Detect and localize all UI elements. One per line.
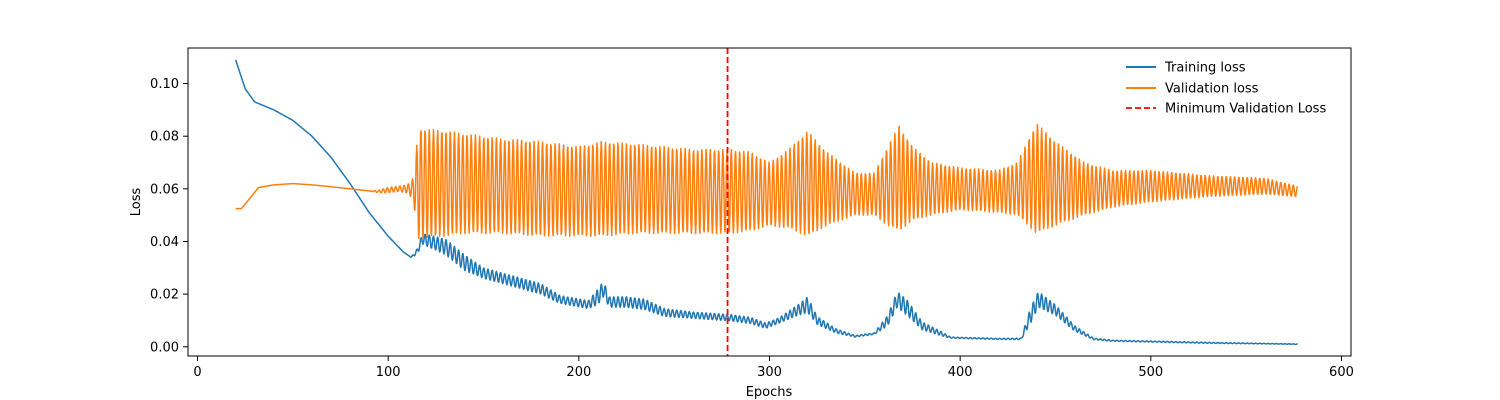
y-tick-label: 0.02 (150, 288, 179, 303)
x-tick-label: 300 (757, 365, 782, 380)
y-axis: 0.00 0.02 0.04 0.06 0.08 0.10 (150, 77, 188, 355)
y-tick-label: 0.08 (150, 130, 179, 145)
x-tick-label: 600 (1329, 365, 1354, 380)
legend: Training loss Validation loss Minimum Va… (1126, 61, 1326, 117)
y-axis-label: Loss (129, 188, 144, 217)
x-tick-label: 0 (193, 365, 201, 380)
y-tick-label: 0.04 (150, 235, 179, 250)
x-tick-label: 100 (376, 365, 401, 380)
legend-label-training: Training loss (1164, 61, 1246, 76)
validation-loss-line (235, 123, 1299, 240)
x-tick-label: 200 (566, 365, 591, 380)
x-tick-label: 500 (1138, 365, 1163, 380)
series-layer (234, 59, 1299, 346)
y-tick-label: 0.10 (150, 77, 179, 92)
y-tick-label: 0.00 (150, 340, 179, 355)
legend-label-validation: Validation loss (1165, 82, 1259, 97)
training-loss-line (234, 59, 1298, 346)
y-tick-label: 0.06 (150, 182, 179, 197)
x-tick-label: 400 (948, 365, 973, 380)
x-axis-label: Epochs (746, 385, 793, 400)
x-axis: 0 100 200 300 400 500 600 (193, 356, 1354, 380)
legend-label-min-validation: Minimum Validation Loss (1165, 102, 1326, 117)
